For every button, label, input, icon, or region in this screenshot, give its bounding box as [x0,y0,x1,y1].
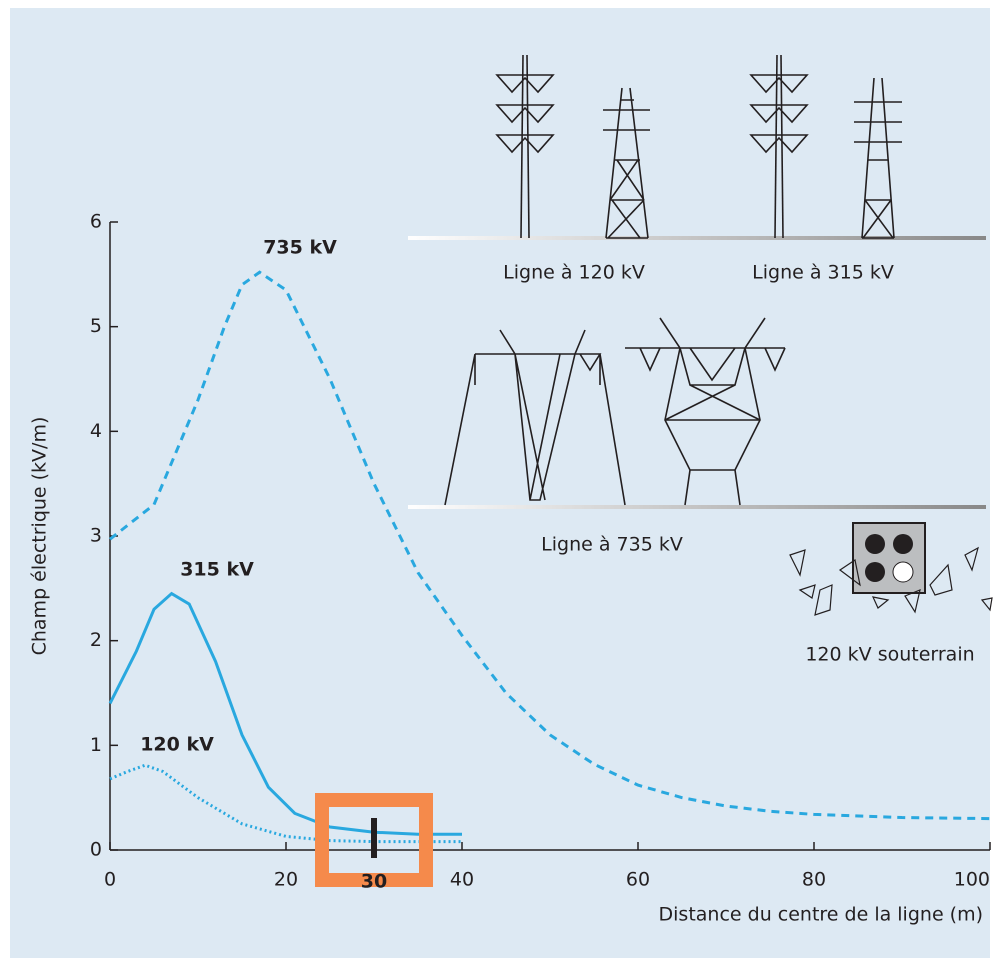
series-label: 120 kV [140,734,214,756]
chart: Ligne à 120 kV Ligne à 315 kV Ligne à 73… [0,0,999,968]
x-tick-label: 0 [104,869,116,891]
y-tick-label: 1 [90,734,102,756]
y-axis-label: Champ électrique (kV/m) [29,417,51,656]
illustration-label: Ligne à 120 kV [503,262,645,284]
x-tick-label: 20 [274,869,298,891]
highlight-label: 30 [361,871,387,893]
x-tick-label: 80 [802,869,826,891]
y-tick-label: 6 [90,211,102,233]
y-tick-label: 5 [90,315,102,337]
series-label: 315 kV [180,559,254,581]
x-tick-label: 100 [954,869,990,891]
y-tick-label: 3 [90,525,102,547]
y-tick-label: 2 [90,629,102,651]
x-tick-label: 40 [450,869,474,891]
series-label: 735 kV [263,237,337,259]
x-axis-label: Distance du centre de la ligne (m) [659,904,983,926]
y-tick-label: 4 [90,420,102,442]
y-tick-label: 0 [90,839,102,861]
illustration-label: Ligne à 315 kV [752,262,894,284]
illustration-label: Ligne à 735 kV [541,534,683,556]
illustration-label: 120 kV souterrain [805,644,974,666]
x-tick-label: 60 [626,869,650,891]
